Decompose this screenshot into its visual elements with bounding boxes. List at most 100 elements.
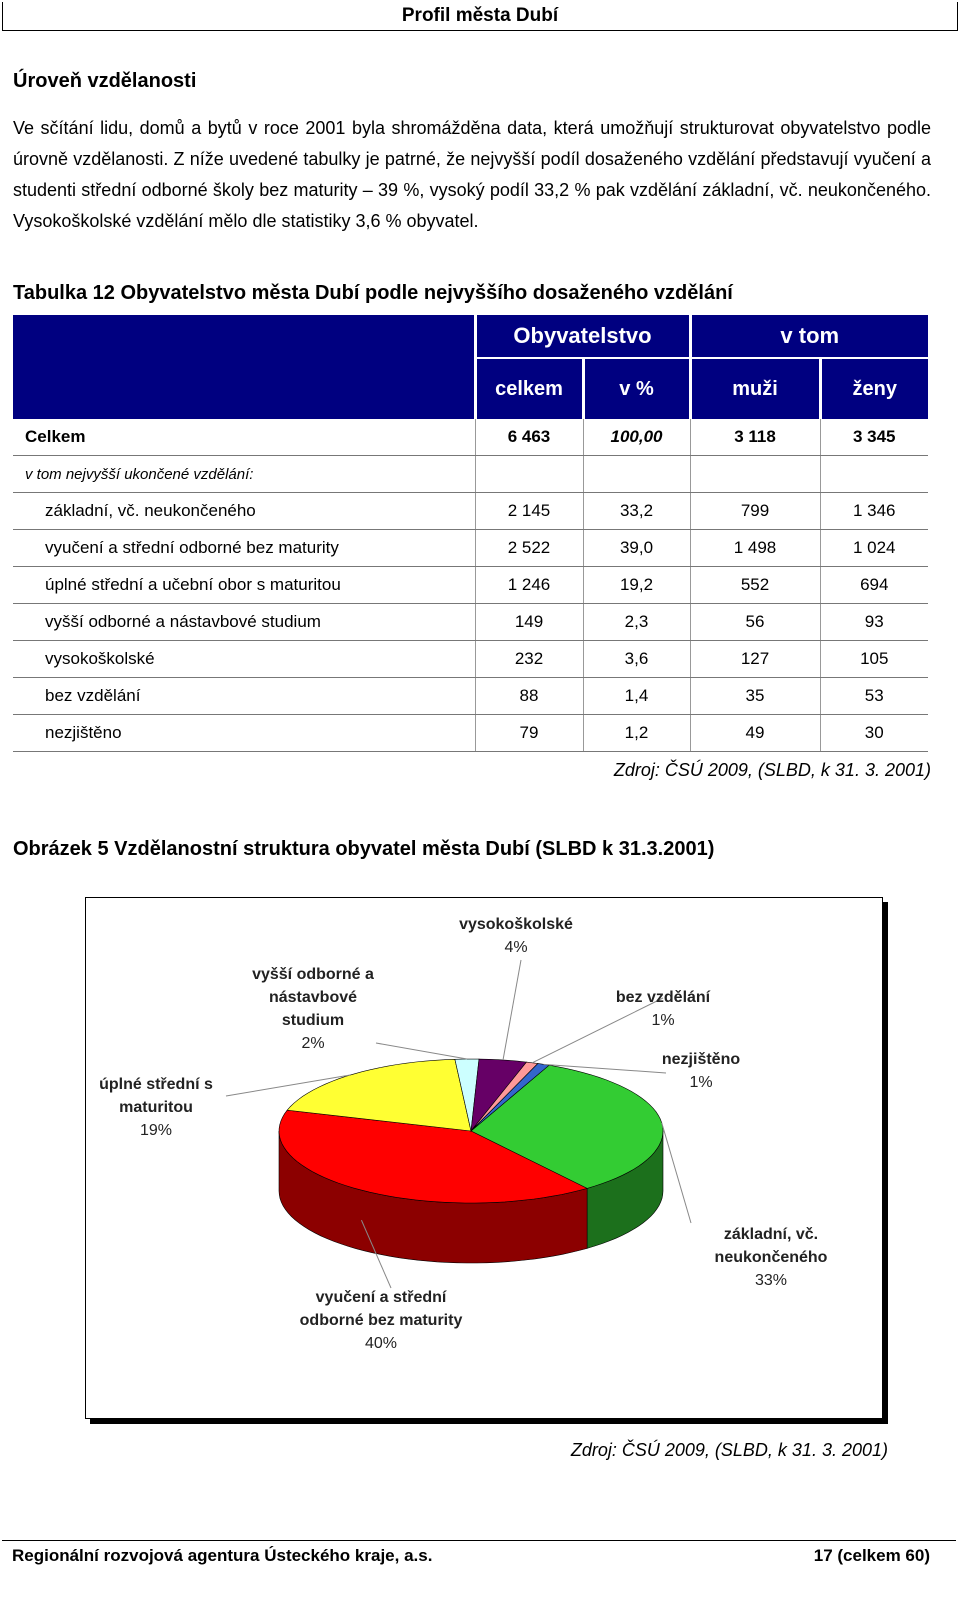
pie-label: vyšší odborné a nástavbové studium 2% — [238, 963, 388, 1055]
pie-label: vysokoškolské 4% — [441, 913, 591, 959]
pie-label-value: 40% — [364, 1335, 398, 1352]
paragraph: Ve sčítání lidu, domů a bytů v roce 2001… — [13, 118, 931, 231]
pie-label-name: vyšší odborné a nástavbové studium — [252, 966, 374, 1029]
figure-caption: Obrázek 5 Vzdělanostní struktura obyvate… — [13, 838, 715, 860]
pie-label: základní, vč. neukončeného 33% — [696, 1223, 846, 1292]
pie-label-value: 33% — [754, 1272, 788, 1289]
footer-right: 17 (celkem 60) — [813, 1546, 930, 1565]
pie-slice — [286, 1058, 472, 1132]
cell: 39,0 — [582, 529, 690, 567]
cell: 88 — [474, 677, 583, 715]
cell: 2,3 — [582, 603, 690, 641]
cell: 1 246 — [474, 566, 583, 604]
table-source: Zdroj: ČSÚ 2009, (SLBD, k 31. 3. 2001) — [613, 760, 931, 780]
cell: bez vzdělání — [13, 677, 475, 715]
column-header: muži — [688, 357, 820, 419]
cell: 552 — [689, 566, 820, 604]
cell: 79 — [474, 714, 583, 752]
cell: 56 — [689, 603, 820, 641]
cell: 53 — [819, 677, 928, 715]
cell: vyučení a střední odborné bez maturity — [13, 529, 475, 567]
cell: základní, vč. neukončeného — [13, 492, 475, 530]
cell: 232 — [474, 640, 583, 678]
pie-slice — [470, 1064, 664, 1189]
cell: 694 — [819, 566, 928, 604]
cell: v tom nejvyšší ukončené vzdělání: — [13, 455, 475, 493]
cell: 799 — [689, 492, 820, 530]
cell: nezjištěno — [13, 714, 475, 752]
pie-label-name: základní, vč. neukončeného — [714, 1226, 828, 1266]
leader-line — [375, 1042, 468, 1060]
table-caption: Tabulka 12 Obyvatelstvo města Dubí podle… — [13, 282, 733, 304]
cell: 3 345 — [819, 419, 928, 456]
pie-label: bez vzdělání 1% — [603, 986, 723, 1032]
cell: 93 — [819, 603, 928, 641]
pie-label-value: 1% — [689, 1074, 713, 1091]
pie-chart — [225, 959, 692, 1289]
cell: 105 — [819, 640, 928, 678]
leader-line — [661, 1122, 692, 1224]
row: základní, vč. neukončeného 2 145 33,2 799 1 … — [13, 492, 928, 530]
cell: 3,6 — [582, 640, 690, 678]
cell: vysokoškolské — [13, 640, 475, 678]
pie-label-value: 4% — [504, 939, 528, 956]
footer-left: Regionální rozvojová agentura Ústeckého … — [12, 1546, 433, 1565]
page-header: Profil města Dubí — [2, 2, 958, 31]
header-cell — [13, 315, 475, 419]
column-header: v % — [581, 357, 690, 419]
row: bez vzdělání 88 1,4 35 53 — [13, 677, 928, 715]
column-header: ženy — [818, 357, 928, 419]
row: úplné střední a učební obor s maturitou 1… — [13, 566, 928, 604]
cell: 49 — [689, 714, 820, 752]
pie-label: úplné střední s maturitou 19% — [91, 1073, 221, 1142]
leader-line — [360, 1219, 392, 1289]
row: nezjištěno 79 1,2 49 30 — [13, 714, 928, 752]
pie-label: nezjištěno 1% — [641, 1048, 761, 1094]
pie-label-value: 19% — [139, 1122, 173, 1139]
group-header: Obyvatelstvo — [473, 315, 690, 358]
pie-slice — [470, 1063, 550, 1132]
row: vyučení a střední odborné bez maturity 2 … — [13, 529, 928, 567]
pie-label-value: 2% — [301, 1035, 325, 1052]
cell: vyšší odborné a nástavbové studium — [13, 603, 475, 641]
pie-slice — [278, 1109, 588, 1204]
figure-source: Zdroj: ČSÚ 2009, (SLBD, k 31. 3. 2001) — [570, 1440, 888, 1460]
cell: úplné střední a učební obor s maturitou — [13, 566, 475, 604]
cell: 1 498 — [689, 529, 820, 567]
cell: Celkem — [13, 419, 475, 456]
cell: 127 — [689, 640, 820, 678]
section-title: Úroveň vzdělanosti — [13, 70, 197, 92]
cell: 1,2 — [582, 714, 690, 752]
row: vysokoškolské 232 3,6 127 105 — [13, 640, 928, 678]
cell: 33,2 — [582, 492, 690, 530]
group-header: v tom — [688, 315, 928, 358]
table: Obyvatelstvo v tom celkem v % muži ženy … — [13, 315, 928, 752]
cell: 2 145 — [474, 492, 583, 530]
chart: základní, vč. neukončeného 33% vyučení a s… — [85, 897, 883, 1419]
pie-label-name: vyučení a střední odborné bez maturity — [299, 1289, 463, 1329]
cell: 6 463 — [474, 419, 583, 456]
footer-rule — [2, 1540, 956, 1569]
cell: 35 — [689, 677, 820, 715]
pie-label-value: 1% — [651, 1012, 675, 1029]
pie-label-name: vysokoškolské — [459, 916, 573, 933]
cell: 19,2 — [582, 566, 690, 604]
cell: 1 024 — [819, 529, 928, 567]
cell: 3 118 — [689, 419, 820, 456]
leader-line — [543, 1063, 667, 1074]
pie-label-name: bez vzdělání — [615, 989, 711, 1006]
cell: 1 346 — [819, 492, 928, 530]
cell: 1,4 — [582, 677, 690, 715]
cell: 149 — [474, 603, 583, 641]
cell: 2 522 — [474, 529, 583, 567]
leader-line — [225, 1074, 351, 1097]
cell: 100,00 — [582, 419, 690, 456]
pie-label: vyučení a střední odborné bez maturity 40… — [296, 1286, 466, 1355]
cell: 30 — [819, 714, 928, 752]
pie-label-name: nezjištěno — [661, 1051, 741, 1068]
row: vyšší odborné a nástavbové studium 149 2,3… — [13, 603, 928, 641]
leader-line — [502, 959, 522, 1061]
leader-line — [532, 997, 664, 1064]
